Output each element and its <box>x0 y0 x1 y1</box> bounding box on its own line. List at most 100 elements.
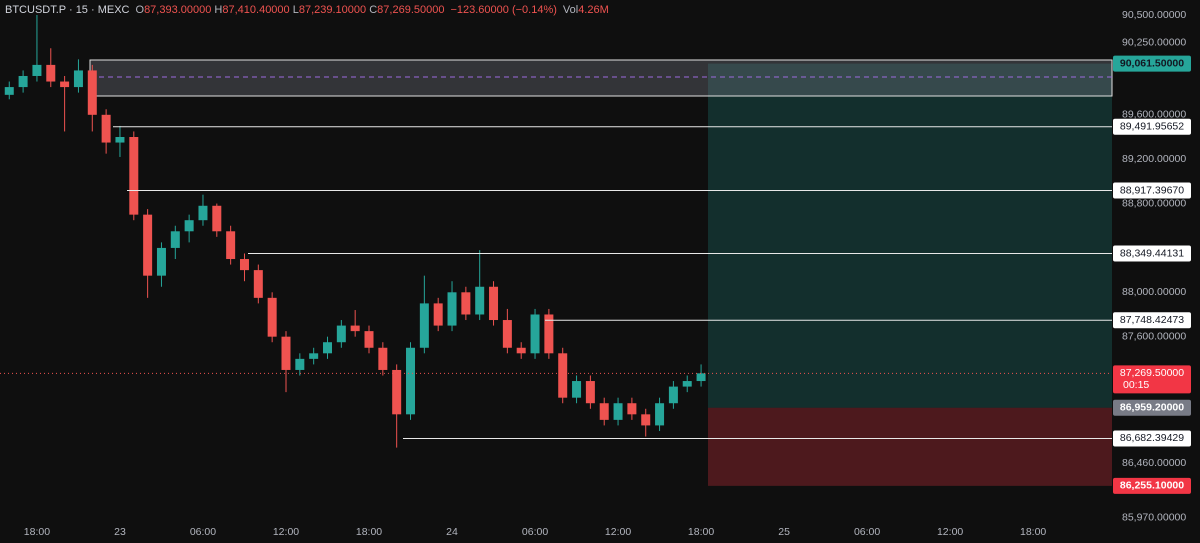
candle-body <box>350 325 360 332</box>
supply-box <box>89 59 1113 97</box>
y-tick-label: 88,000.00000 <box>1122 286 1186 298</box>
candle-body <box>627 403 637 415</box>
candle-body <box>212 205 222 232</box>
candle-body <box>544 314 554 354</box>
candle-body <box>599 403 609 420</box>
candle-body <box>461 292 471 315</box>
level-label: 88,349.44131 <box>1120 247 1184 259</box>
current-price-label: 87,269.50000 <box>1120 367 1184 379</box>
y-tick-label: 90,250.00000 <box>1122 36 1186 48</box>
x-tick-label: 06:00 <box>854 526 880 538</box>
x-tick-label: 23 <box>114 526 126 538</box>
x-tick-label: 06:00 <box>190 526 216 538</box>
candle-body <box>170 231 180 248</box>
x-tick-label: 06:00 <box>522 526 548 538</box>
price-axis-bg <box>1112 0 1200 543</box>
symbol: BTCUSDT.P · 15 · MEXC <box>5 4 130 16</box>
level-label-box <box>1113 182 1191 199</box>
candle-body <box>253 270 263 298</box>
candle-body <box>267 297 277 337</box>
stop-label-box <box>1113 477 1191 494</box>
candle-body <box>419 303 429 348</box>
candle-body <box>32 64 42 76</box>
candle-body <box>198 205 208 221</box>
candle-body <box>682 381 692 387</box>
y-tick-label: 88,800.00000 <box>1122 197 1186 209</box>
level-label-box <box>1113 430 1191 447</box>
ohlc-value: 87,393.00000 <box>144 4 212 16</box>
ohlc-key: H <box>214 4 223 16</box>
legend: BTCUSDT.P · 15 · MEXC O87,393.00000 H87,… <box>5 4 609 16</box>
candle-body <box>46 64 56 82</box>
countdown: 00:15 <box>1123 379 1149 391</box>
candle-body <box>295 358 305 370</box>
candle-body <box>87 70 97 115</box>
candle-body <box>613 403 623 420</box>
y-tick-label: 90,500.00000 <box>1122 9 1186 21</box>
y-tick-label: 89,200.00000 <box>1122 153 1186 165</box>
candle-body <box>489 286 499 321</box>
candle-body <box>696 373 706 382</box>
y-tick-label: 89,600.00000 <box>1122 109 1186 121</box>
y-tick-label: 86,460.00000 <box>1122 457 1186 469</box>
candle-body <box>4 87 14 95</box>
level-label: 86,682.39429 <box>1120 432 1184 444</box>
candle-body <box>281 336 291 370</box>
candle-body <box>655 403 665 426</box>
level-label: 88,917.39670 <box>1120 184 1184 196</box>
candle-body <box>406 347 416 415</box>
ohlc-value: 87,239.10000 <box>298 4 367 16</box>
candle-body <box>502 320 512 348</box>
x-tick-label: 12:00 <box>937 526 963 538</box>
candle-body <box>433 303 443 326</box>
ohlc-key: L <box>292 4 299 16</box>
candle-body <box>668 386 678 404</box>
candle-body <box>641 414 651 426</box>
candle-body <box>143 214 153 276</box>
profit-zone <box>708 63 1112 408</box>
candle-body <box>73 70 83 88</box>
level-label-box <box>1113 118 1191 135</box>
candle-body <box>558 353 568 398</box>
candle-body <box>447 292 457 326</box>
candle-body <box>101 114 111 143</box>
candle-body <box>322 342 332 354</box>
candle-body <box>364 331 374 348</box>
level-label: 87,748.42473 <box>1120 314 1184 326</box>
target-label-box <box>1113 55 1191 72</box>
x-tick-label: 12:00 <box>273 526 299 538</box>
candle-body <box>115 136 125 143</box>
current-price-box <box>1113 365 1191 394</box>
candle-body <box>585 381 595 404</box>
candle-body <box>239 259 249 271</box>
candle-body <box>336 325 346 343</box>
x-tick-label: 12:00 <box>605 526 631 538</box>
loss-zone <box>708 407 1112 486</box>
target-label: 90,061.50000 <box>1120 57 1184 69</box>
entry-label-box <box>1113 399 1191 416</box>
candle-body <box>156 247 166 276</box>
x-tick-label: 24 <box>446 526 458 538</box>
candle-body <box>516 347 526 354</box>
x-tick-label: 18:00 <box>356 526 382 538</box>
level-label: 89,491.95652 <box>1120 121 1184 133</box>
x-tick-label: 18:00 <box>1020 526 1046 538</box>
volume-key: Vol <box>562 4 579 16</box>
candle-body <box>309 353 319 359</box>
ohlc-key: C <box>369 4 378 16</box>
candle-body <box>129 136 139 215</box>
candle-body <box>18 75 28 88</box>
volume-value: 4.26M <box>578 4 609 16</box>
candle-body <box>392 369 402 415</box>
ohlc: O87,393.00000 H87,410.40000 L87,239.1000… <box>136 4 445 16</box>
y-tick-label: 85,970.00000 <box>1122 511 1186 523</box>
level-label-box <box>1113 312 1191 329</box>
ohlc-value: 87,410.40000 <box>222 4 290 16</box>
x-tick-label: 18:00 <box>688 526 714 538</box>
x-tick-label: 25 <box>778 526 790 538</box>
candle-body <box>60 81 70 88</box>
x-tick-label: 18:00 <box>24 526 50 538</box>
change: −123.60000 (−0.14%) <box>450 4 557 16</box>
